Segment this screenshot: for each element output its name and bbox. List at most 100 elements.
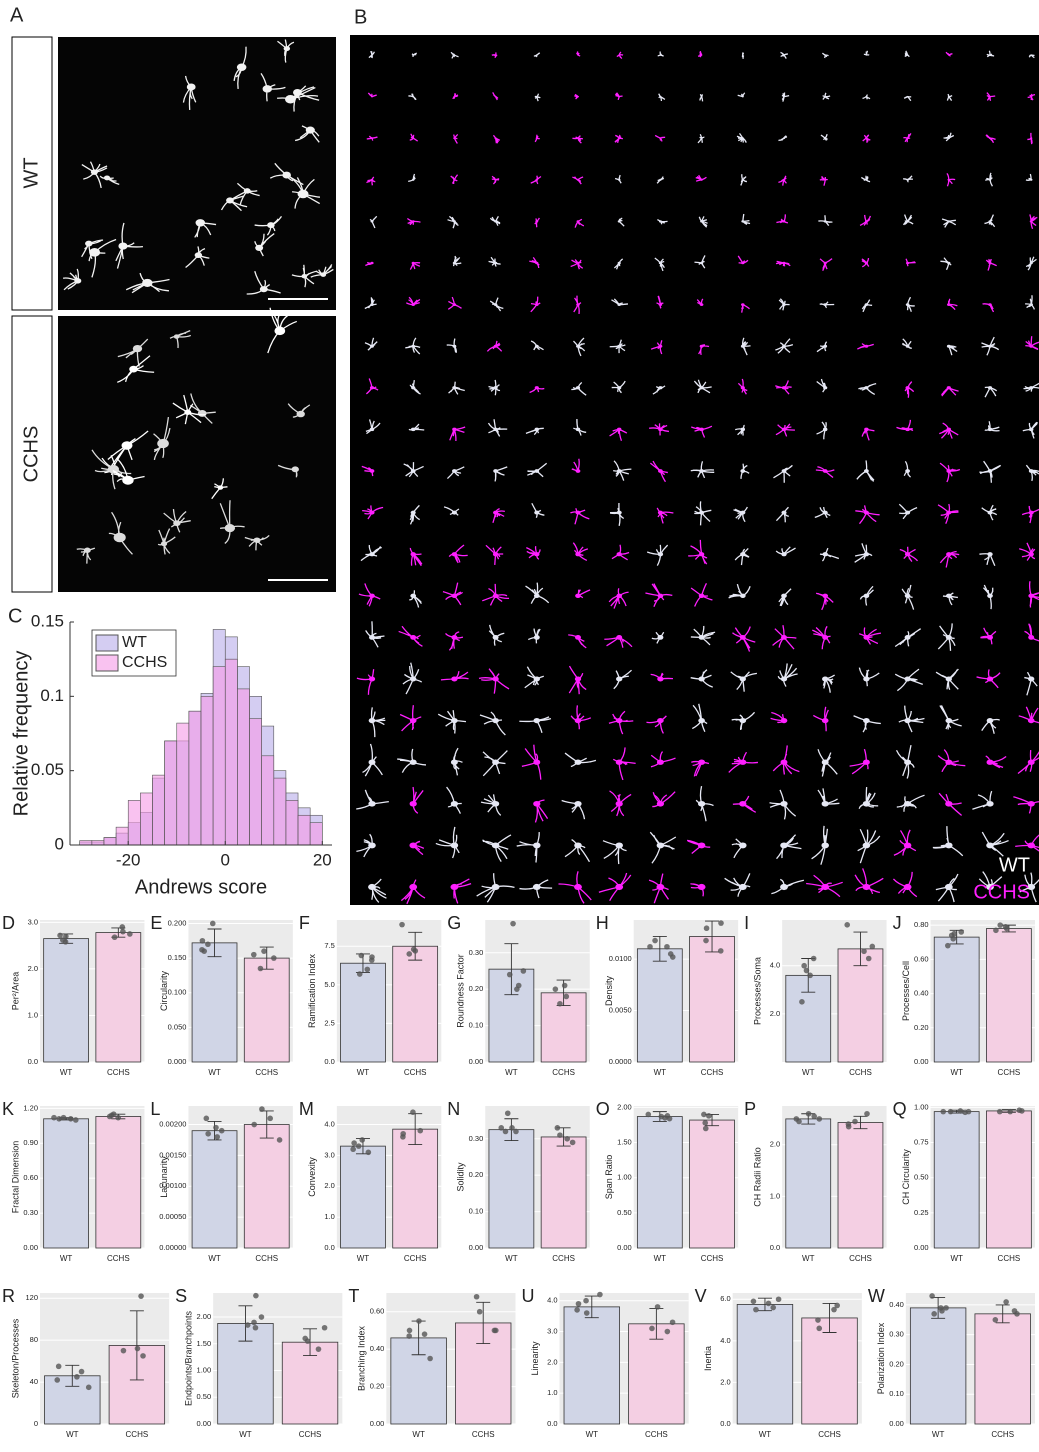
y-tick-label: 2.0	[547, 1357, 557, 1366]
cell-soma	[657, 842, 665, 848]
cell-soma	[739, 801, 746, 807]
cell-soma	[369, 718, 376, 723]
data-point	[51, 1115, 57, 1121]
x-tick-label: CCHS	[849, 1254, 872, 1263]
data-point	[993, 927, 999, 933]
cell-soma	[492, 842, 500, 848]
cell-soma	[823, 386, 827, 389]
x-tick-label: CCHS	[107, 1254, 130, 1263]
data-point	[474, 1294, 480, 1300]
cell-soma	[1028, 594, 1034, 598]
hist-bar	[250, 719, 262, 845]
cell-soma	[1029, 469, 1034, 473]
data-point	[652, 938, 658, 944]
data-point	[801, 963, 807, 969]
data-point	[665, 1329, 671, 1335]
cell-soma	[989, 179, 992, 181]
cell-soma	[84, 548, 91, 553]
hist-bar	[140, 793, 152, 845]
cell-soma	[741, 345, 745, 348]
cell-soma	[906, 179, 909, 181]
cell-soma	[700, 220, 703, 222]
cell-soma	[616, 718, 623, 723]
data-point	[815, 1317, 821, 1323]
bar	[975, 1314, 1031, 1424]
cell-soma	[824, 54, 826, 55]
data-point	[54, 1377, 60, 1383]
cell-soma	[536, 96, 538, 98]
hist-bar	[274, 778, 286, 845]
cell-soma	[740, 552, 745, 556]
cell-soma	[453, 220, 456, 222]
micrograph	[58, 37, 336, 310]
cell-soma	[618, 137, 620, 139]
cell-soma	[533, 801, 540, 807]
cell-soma	[823, 469, 828, 473]
cell-soma	[1028, 677, 1034, 682]
y-tick-label: 4.0	[770, 961, 780, 970]
cell-soma	[906, 345, 910, 348]
y-axis-label: Processes/Soma	[753, 957, 763, 1025]
legend-label: CCHS	[122, 654, 167, 671]
y-tick-label: 0.050	[168, 1022, 187, 1031]
data-point	[204, 1116, 210, 1122]
data-point	[563, 994, 569, 1000]
cell-soma	[371, 54, 373, 55]
y-tick-label: 0.0	[770, 1243, 780, 1252]
cell-soma	[865, 262, 868, 265]
data-point	[564, 1136, 570, 1142]
cell-soma	[411, 428, 415, 431]
cell-soma	[411, 386, 415, 389]
x-tick-label: CCHS	[998, 1254, 1021, 1263]
cell-soma	[946, 511, 951, 515]
data-point	[416, 1318, 422, 1324]
cell-soma	[907, 96, 909, 98]
cell-soma	[494, 303, 498, 306]
data-point	[514, 986, 520, 992]
hist-bar	[92, 841, 104, 845]
cell-soma	[535, 303, 539, 306]
panel-label: S	[175, 1286, 187, 1306]
cell-soma	[451, 677, 457, 682]
cell-soma	[452, 552, 457, 556]
cell-soma	[783, 220, 786, 222]
data-point	[73, 1117, 79, 1123]
y-tick-label: 0.0	[28, 1057, 38, 1066]
cell-soma	[780, 884, 788, 890]
x-tick-label: WT	[66, 1430, 79, 1439]
cell-soma	[658, 552, 663, 556]
y-tick-label: 120	[25, 1293, 38, 1302]
cell-soma	[451, 801, 458, 807]
cell-soma	[906, 386, 910, 389]
data-point	[498, 1125, 504, 1131]
y-tick-label: 0.00200	[159, 1120, 186, 1129]
y-tick-label: 0.90	[23, 1138, 38, 1147]
bar	[986, 929, 1031, 1062]
data-point	[253, 1325, 259, 1331]
cell-soma	[823, 552, 828, 556]
y-axis-label: CH Radii Ratio	[753, 1147, 763, 1207]
cell-soma	[453, 179, 456, 181]
data-point	[649, 1326, 655, 1332]
y-tick-label: 1.0	[324, 1212, 334, 1221]
panel-label: Q	[893, 1099, 907, 1119]
cell-soma	[118, 242, 127, 249]
y-axis-label: Processes/Cell	[901, 961, 911, 1021]
cell-soma	[742, 137, 744, 139]
cell-soma	[740, 594, 746, 598]
y-axis-label: Linearity	[530, 1341, 540, 1376]
panel-label: G	[447, 913, 461, 933]
cell-soma	[575, 718, 582, 723]
y-tick-label: 0.30	[469, 1134, 484, 1143]
cell-soma	[535, 179, 538, 181]
data-point	[807, 973, 813, 979]
cell-soma	[369, 677, 375, 682]
panel-label: M	[299, 1099, 314, 1119]
cell-soma	[904, 884, 912, 890]
data-point	[359, 1137, 365, 1143]
cell-soma	[986, 842, 994, 848]
cell-soma	[1030, 54, 1032, 55]
x-tick-label: WT	[412, 1430, 425, 1439]
figure: A WT CCHS B WT CCHS C00.050.10.15-20020A…	[0, 0, 1039, 1452]
y-tick-label: 0.30	[889, 1330, 904, 1339]
